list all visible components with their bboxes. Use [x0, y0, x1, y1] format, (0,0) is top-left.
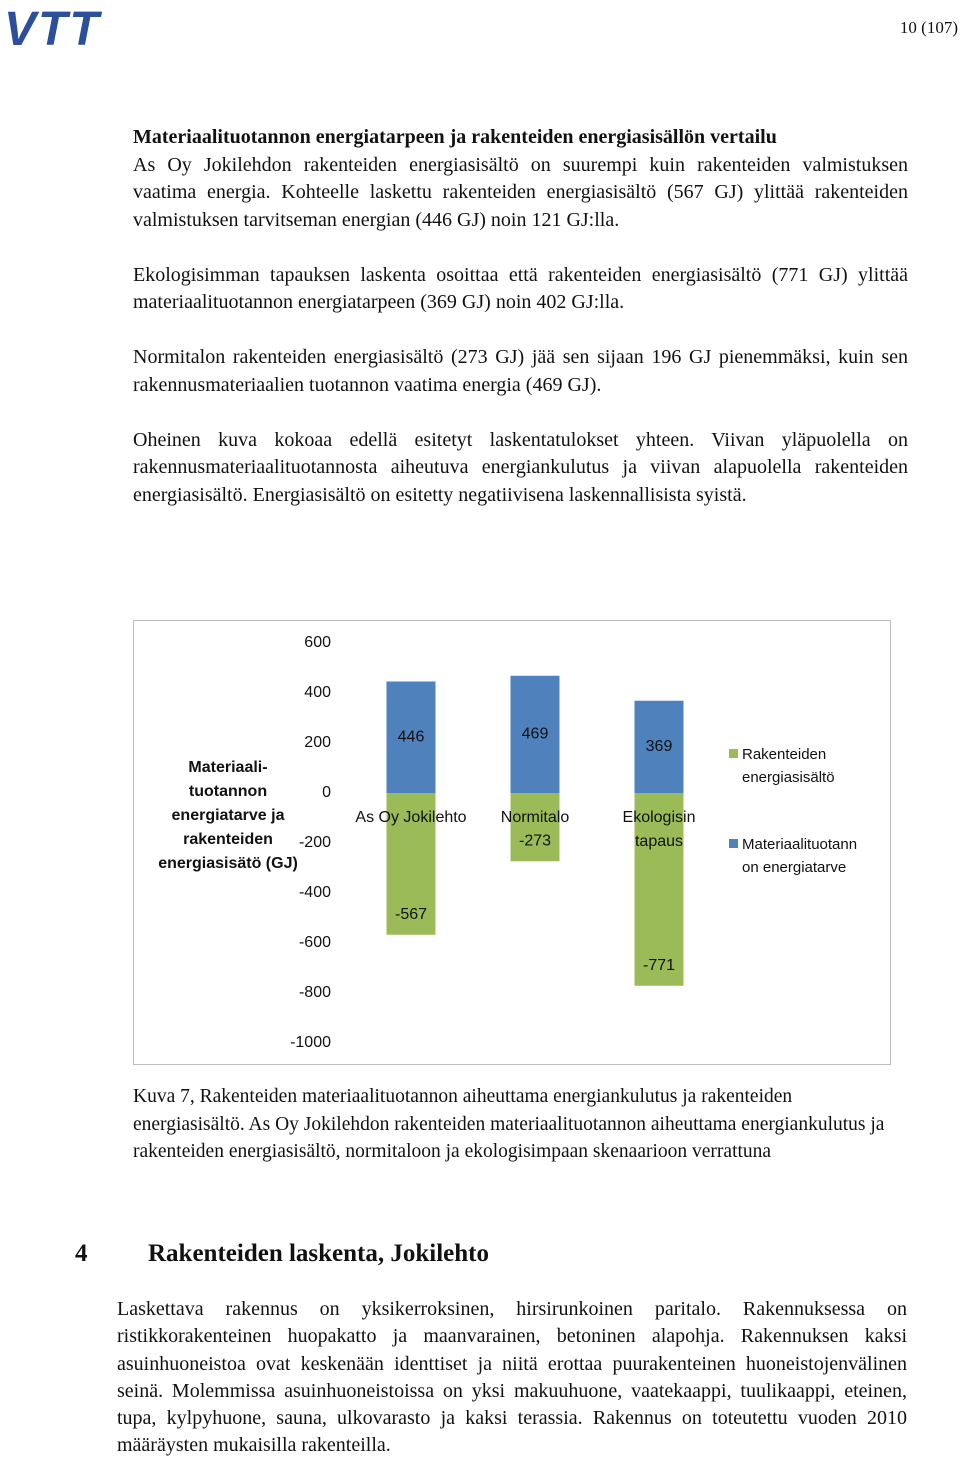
- y-tick-label: 0: [322, 784, 331, 801]
- y-tick-label: -400: [299, 884, 331, 901]
- paragraph: Laskettava rakennus on yksikerroksinen, …: [117, 1298, 907, 1457]
- x-tick-label: Ekologisin tapaus: [622, 809, 696, 850]
- legend-swatch: [729, 749, 738, 758]
- y-axis-title: Materiaali-tuotannon energiatarve ja rak…: [158, 759, 298, 872]
- data-label: 446: [398, 728, 425, 745]
- page-number: 10 (107): [899, 18, 958, 37]
- section-number: 4: [75, 1240, 88, 1267]
- paragraph: Oheinen kuva kokoaa edellä esitetyt lask…: [133, 428, 908, 506]
- data-label: -567: [395, 906, 427, 923]
- legend-label: Materiaalituotannon energiatarve: [742, 836, 858, 876]
- chart: -1000 -800 -600 -400 -200 0 200 400 600 -567 -273 -…: [133, 620, 891, 1065]
- y-tick-label: 600: [304, 634, 331, 651]
- y-tick-label: -600: [299, 934, 331, 951]
- y-tick-label: -200: [299, 834, 331, 851]
- y-tick-label: -1000: [290, 1034, 331, 1051]
- chart-svg: -1000 -800 -600 -400 -200 0 200 400 600 -567 -273 -…: [290, 634, 684, 1051]
- section-title: Rakenteiden laskenta, Jokilehto: [148, 1240, 490, 1267]
- bar: [510, 793, 560, 862]
- paragraph: As Oy Jokilehdon rakenteiden energiasisä…: [133, 153, 908, 231]
- bar: [386, 793, 436, 935]
- paragraph: Ekologisimman tapauksen laskenta osoitta…: [133, 263, 908, 314]
- data-label: 469: [522, 726, 549, 743]
- bar: [386, 681, 436, 793]
- paragraph: Normitalon rakenteiden energiasisältö (2…: [133, 346, 908, 396]
- bar: [634, 700, 684, 793]
- section-heading: Materiaalituotannon energiatarpeen ja ra…: [133, 126, 777, 148]
- x-tick-label: Normitalo: [500, 809, 570, 826]
- y-tick-label: 400: [304, 684, 331, 701]
- bar: [510, 675, 560, 793]
- x-tick-label: As Oy Jokilehto: [355, 809, 467, 826]
- bar: [634, 793, 684, 986]
- legend-swatch: [729, 839, 738, 848]
- data-label: -771: [643, 957, 675, 974]
- y-tick-label: 200: [304, 734, 331, 751]
- logo: VTT: [4, 3, 101, 56]
- y-tick-label: -800: [299, 984, 331, 1001]
- legend-label: Rakenteiden energiasisältö: [742, 746, 835, 786]
- figure-caption: Kuva 7, Rakenteiden materiaalituotannon …: [133, 1086, 885, 1162]
- data-label: -273: [519, 832, 551, 849]
- section-1: Materiaalituotannon energiatarpeen ja ra…: [133, 124, 908, 537]
- data-label: 369: [646, 738, 673, 755]
